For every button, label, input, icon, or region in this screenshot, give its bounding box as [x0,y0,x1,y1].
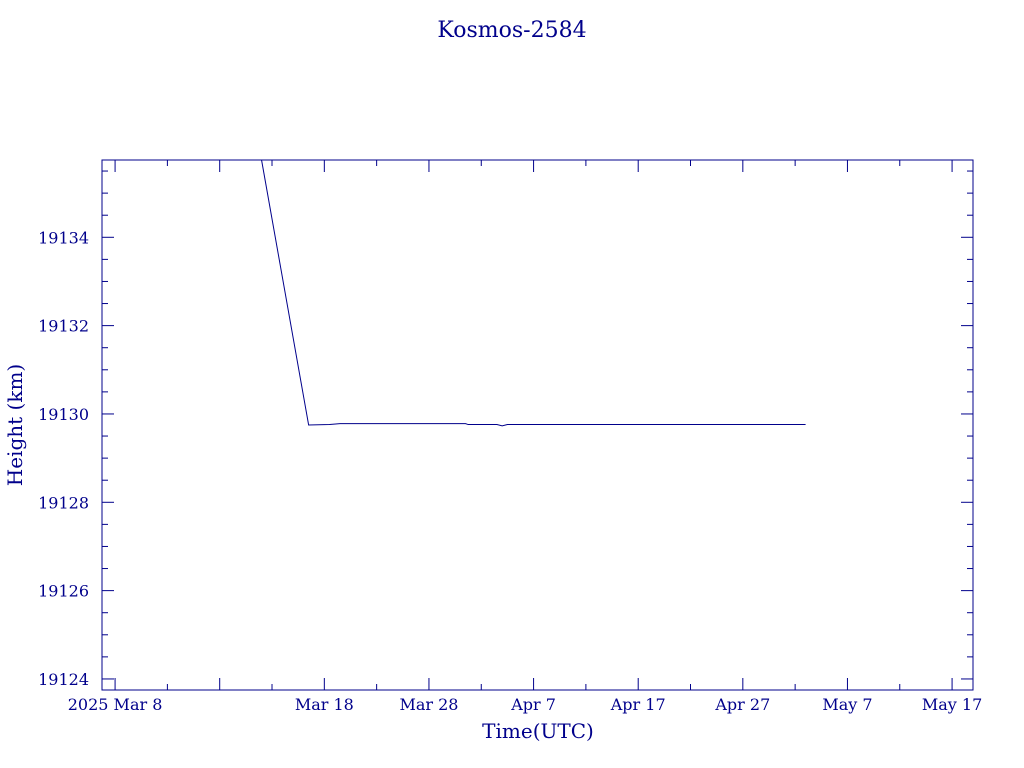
x-tick-label: Apr 27 [714,695,770,714]
x-tick-label: 2025 Mar 8 [68,695,163,714]
plot-frame [101,159,974,691]
y-axis-title: Height (km) [3,364,27,486]
x-tick-label: May 17 [922,695,982,714]
x-tick-label: Apr 17 [610,695,666,714]
y-tick-label: 19126 [38,582,89,601]
y-tick-label: 19134 [38,228,89,247]
y-tick-label: 19124 [38,670,89,689]
chart-title: Kosmos-2584 [437,18,586,43]
x-tick-label: May 7 [822,695,872,714]
x-tick-label: Mar 18 [295,695,354,714]
series-line [261,159,806,427]
series-group [261,159,806,427]
x-axis-title: Time(UTC) [482,719,594,743]
x-tick-label: Mar 28 [399,695,458,714]
y-tick-label: 19132 [38,317,89,336]
y-tick-labels: 19124 19126 19128 19130 19132 19134 [38,228,89,689]
axis-ticks [102,160,973,690]
x-tick-labels: 2025 Mar 8 Mar 18 Mar 28 Apr 7 Apr 17 Apr 27 M… [68,695,983,714]
y-tick-label: 19130 [38,405,89,424]
x-tick-label: Apr 7 [510,695,556,714]
y-tick-label: 19128 [38,493,89,512]
